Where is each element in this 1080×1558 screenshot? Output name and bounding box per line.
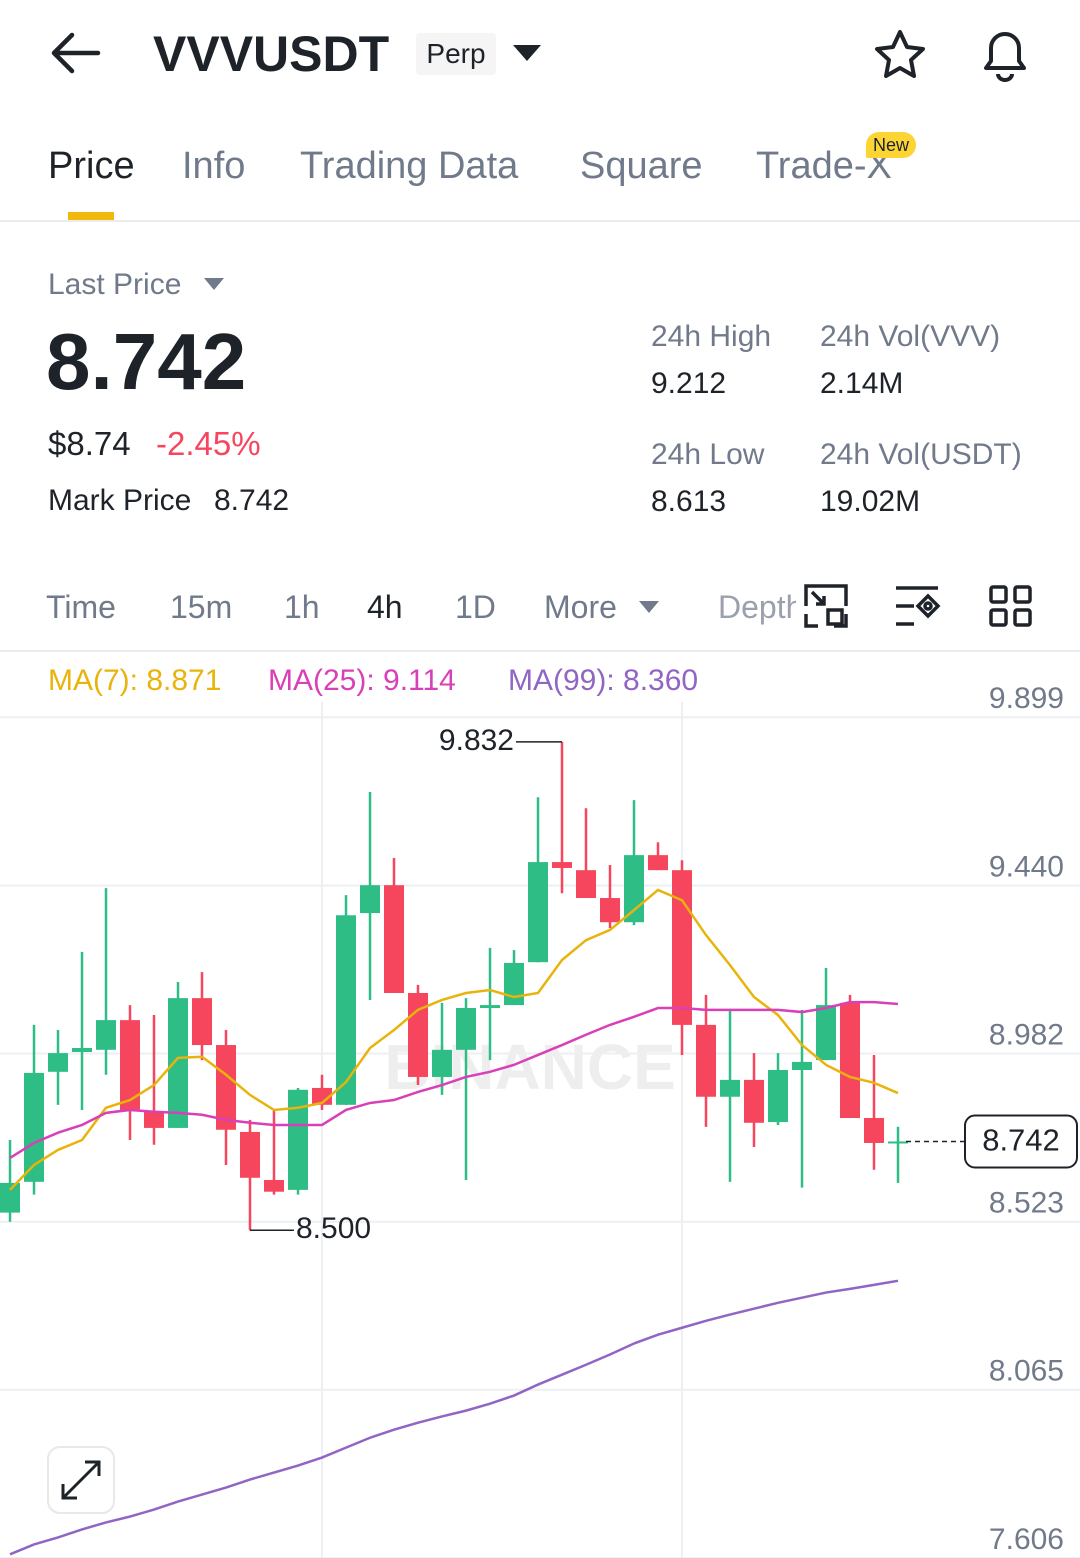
price-type[interactable]: Last Price bbox=[48, 268, 182, 301]
symbol-dropdown[interactable] bbox=[512, 44, 542, 62]
legend-entry: MA(99): 8.360 bbox=[508, 664, 698, 697]
candle-body bbox=[696, 1024, 716, 1097]
new-badge: New bbox=[866, 132, 916, 158]
candle-body bbox=[576, 870, 596, 899]
candle-body bbox=[792, 1061, 812, 1070]
y-tick-label: 8.065 bbox=[989, 1355, 1064, 1388]
legend-entry: MA(25): 9.114 bbox=[268, 664, 456, 697]
favorite-button[interactable] bbox=[872, 28, 928, 80]
candle-body bbox=[336, 915, 356, 1105]
stat-label: 24h Vol(USDT) bbox=[820, 438, 1022, 471]
more-dropdown[interactable] bbox=[638, 600, 660, 614]
stat-label: 24h Low bbox=[651, 438, 765, 471]
candle-body bbox=[552, 862, 572, 868]
candle-body bbox=[504, 962, 524, 1006]
interval[interactable]: Depth bbox=[718, 589, 796, 625]
interval[interactable]: More bbox=[544, 589, 617, 625]
candle-body bbox=[360, 885, 380, 914]
stat-value: 19.02M bbox=[820, 485, 921, 518]
interval[interactable]: 1h bbox=[284, 589, 320, 625]
stat-value: 8.613 bbox=[651, 485, 727, 518]
last-price: 8.742 bbox=[46, 317, 247, 406]
candle-body bbox=[120, 1020, 140, 1110]
candle-body bbox=[192, 998, 212, 1046]
candle-body bbox=[648, 855, 668, 871]
candle-body bbox=[672, 870, 692, 1025]
interval[interactable]: 15m bbox=[170, 589, 233, 625]
candle-body bbox=[240, 1131, 260, 1178]
candle-body bbox=[864, 1118, 884, 1143]
candle-body bbox=[888, 1141, 908, 1144]
mark-price: 8.742 bbox=[214, 484, 290, 517]
candle-body bbox=[528, 862, 548, 963]
candle-body bbox=[72, 1047, 92, 1053]
candle-body bbox=[600, 898, 620, 923]
candle-body bbox=[384, 885, 404, 993]
tab[interactable]: Trading Data bbox=[300, 145, 519, 187]
candle-body bbox=[288, 1089, 308, 1190]
mark-price-label: Mark Price bbox=[48, 484, 192, 517]
divider bbox=[0, 650, 1080, 652]
candle-body bbox=[432, 1049, 452, 1077]
alert-button[interactable] bbox=[976, 26, 1034, 82]
candle-body bbox=[720, 1079, 740, 1097]
stat-label: 24h High bbox=[651, 320, 772, 353]
candle-body bbox=[312, 1087, 332, 1105]
y-tick-label: 8.982 bbox=[989, 1018, 1064, 1051]
candle-body bbox=[24, 1072, 44, 1182]
symbol[interactable]: VVVUSDT bbox=[153, 26, 390, 82]
candle-body bbox=[168, 998, 188, 1128]
y-tick-label: 8.523 bbox=[989, 1187, 1064, 1220]
interval[interactable]: 4h bbox=[367, 589, 403, 625]
stat-value: 9.212 bbox=[651, 367, 727, 400]
candle-body bbox=[216, 1045, 236, 1130]
stat-label: 24h Vol(VVV) bbox=[820, 320, 1001, 353]
y-tick-label: 7.606 bbox=[989, 1523, 1064, 1556]
back-button[interactable] bbox=[48, 30, 102, 76]
price-change: -2.45% bbox=[156, 425, 261, 462]
candle-body bbox=[816, 1005, 836, 1061]
candle-body bbox=[96, 1020, 116, 1050]
ma-line bbox=[9, 888, 899, 1191]
candle-body bbox=[264, 1179, 284, 1192]
candle-body bbox=[48, 1053, 68, 1072]
stat-value: 2.14M bbox=[820, 367, 904, 400]
ma-line bbox=[9, 1000, 899, 1160]
fullscreen-toggle[interactable] bbox=[804, 584, 848, 628]
tab[interactable]: Price bbox=[48, 145, 135, 187]
y-tick-label: 9.440 bbox=[989, 850, 1064, 883]
annotation-label: 9.832 bbox=[439, 724, 514, 757]
interval[interactable]: 1D bbox=[455, 589, 496, 625]
candle-body bbox=[480, 1005, 500, 1009]
candle-body bbox=[744, 1079, 764, 1123]
annotation-label: 8.500 bbox=[296, 1212, 371, 1245]
last-price-box bbox=[964, 1114, 1078, 1169]
ma-line bbox=[9, 1279, 899, 1556]
y-tick-label: 9.899 bbox=[989, 682, 1064, 715]
candle-body bbox=[0, 1182, 20, 1213]
tab[interactable]: Info bbox=[182, 145, 246, 187]
indicator-settings[interactable] bbox=[894, 584, 942, 628]
contract-badge: Perp bbox=[416, 33, 496, 75]
candle-body bbox=[408, 992, 428, 1077]
interval[interactable]: Time bbox=[46, 589, 116, 625]
usd-price: $8.74 bbox=[48, 425, 131, 462]
expand-chart-button[interactable] bbox=[47, 1446, 115, 1514]
tab[interactable]: Square bbox=[580, 145, 703, 187]
candle-body bbox=[144, 1111, 164, 1128]
candle-body bbox=[456, 1008, 476, 1050]
legend-entry: MA(7): 8.871 bbox=[48, 664, 221, 697]
last-price-label: 8.742 bbox=[982, 1123, 1060, 1158]
candlestick-chart: BINANCE 9.8999.4408.9828.5238.0657.606MA… bbox=[0, 664, 1080, 1558]
candle-body bbox=[768, 1069, 788, 1123]
layout-toggle[interactable] bbox=[988, 584, 1034, 628]
candle-body bbox=[624, 855, 644, 923]
divider bbox=[0, 220, 1080, 222]
candle-body bbox=[840, 1002, 860, 1119]
price-type-dropdown[interactable] bbox=[203, 277, 225, 291]
tab-indicator bbox=[68, 212, 114, 220]
